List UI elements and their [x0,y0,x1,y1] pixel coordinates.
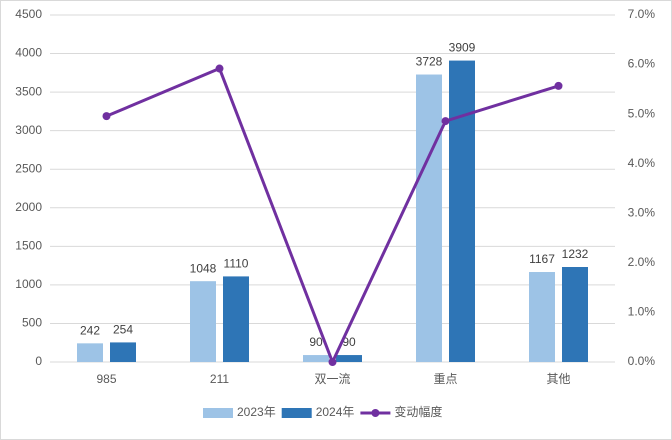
y2-tick-label: 4.0% [628,156,656,170]
y2-tick-label: 0.0% [628,354,656,368]
x-tick-label: 重点 [433,372,457,386]
data-label: 1048 [190,261,217,275]
bar [110,342,136,362]
bar [303,355,329,362]
y-tick-label: 2000 [15,200,42,214]
data-label: 1167 [529,252,555,266]
y-tick-label: 4000 [15,46,42,60]
x-tick-label: 211 [210,372,229,386]
legend-swatch [203,408,233,418]
data-label: 242 [80,324,100,338]
data-label: 3728 [416,55,443,69]
data-label: 3909 [449,41,476,55]
y2-tick-label: 5.0% [628,106,656,120]
line-marker [215,64,224,73]
line-marker [441,117,450,126]
data-label: 90 [342,335,356,349]
y-tick-label: 0 [35,354,42,368]
x-tick-label: 985 [96,372,116,386]
line-marker [102,112,111,121]
bar [416,74,442,362]
x-tick-label: 其他 [546,372,570,386]
legend-label: 2023年 [237,405,276,419]
y-tick-label: 500 [22,316,42,330]
y2-tick-label: 7.0% [628,7,656,21]
bar [336,355,362,362]
y-tick-label: 3000 [15,123,42,137]
y-tick-label: 3500 [15,84,42,98]
data-label: 1110 [224,257,249,271]
bar [223,276,249,362]
legend-label: 2024年 [316,405,355,419]
legend-marker [371,409,380,417]
y-tick-label: 4500 [15,7,42,21]
y-tick-label: 1500 [15,239,42,253]
y-tick-label: 2500 [15,161,42,175]
bar [190,281,216,362]
y2-tick-label: 3.0% [628,205,656,219]
line-marker [554,81,563,90]
bar [529,272,555,362]
legend-label: 变动幅度 [394,404,442,419]
x-tick-label: 双一流 [314,372,350,386]
data-label: 1232 [562,247,589,261]
y-tick-label: 1000 [15,277,42,291]
y2-tick-label: 6.0% [628,57,656,71]
data-label: 90 [309,335,323,349]
line-marker [328,358,337,366]
legend-swatch [281,408,312,418]
data-label: 254 [113,323,133,337]
bar [77,343,103,362]
y2-tick-label: 1.0% [628,305,656,319]
y2-tick-label: 2.0% [628,255,656,269]
bar [562,266,588,362]
bar [449,60,475,363]
